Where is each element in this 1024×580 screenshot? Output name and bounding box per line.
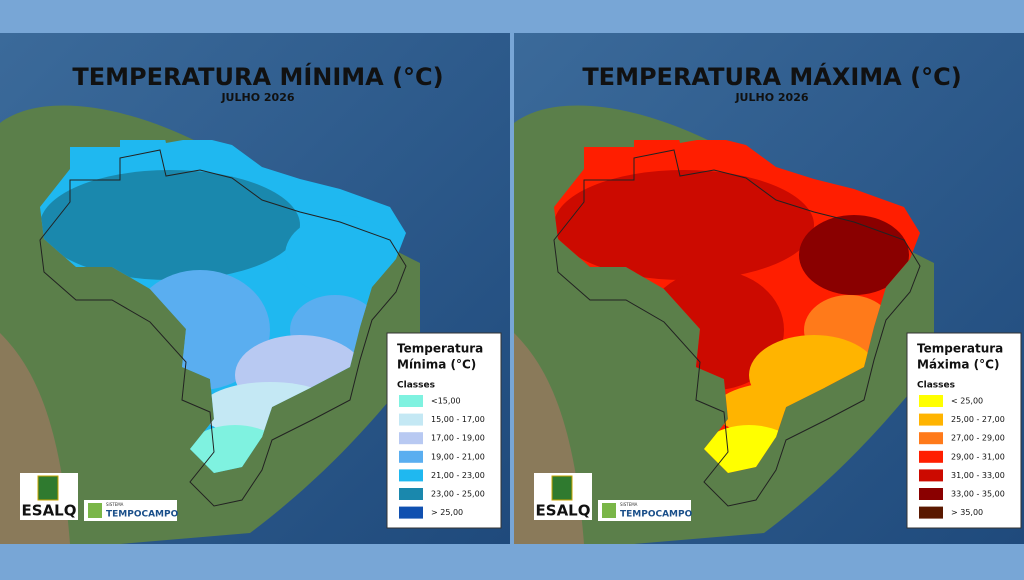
legend-label: 19,00 - 21,00 [431,452,485,461]
legend-swatch [919,469,943,482]
legend-title: Temperatura [917,342,1003,356]
tempocampo-icon [88,503,102,518]
legend-classes: Classes [397,381,435,391]
legend-swatch [919,413,943,426]
legend-swatch [399,506,423,519]
legend-label: > 35,00 [951,508,983,517]
legend-swatch [399,413,423,426]
legend-title: Temperatura [397,342,483,356]
legend-title: Mínima (°C) [397,358,476,372]
legend-label: 25,00 - 27,00 [951,415,1005,424]
legend-classes: Classes [917,381,955,391]
legend-swatch [919,432,943,445]
legend-swatch [399,395,423,407]
tempocampo-system: SISTEMA [106,502,124,507]
tempocampo-system: SISTEMA [620,502,638,507]
legend-label: <15,00 [431,397,461,406]
legend-swatch [919,506,943,519]
map-subtitle: JULHO 2026 [220,91,294,104]
legend-swatch [399,450,423,463]
map-title: TEMPERATURA MÍNIMA (°C) [72,62,443,91]
legend-swatch [919,450,943,463]
map-subtitle: JULHO 2026 [734,91,808,104]
legend-label: 21,00 - 23,00 [431,471,485,480]
esalq-emblem [551,475,573,501]
esalq-text: ESALQ [22,502,77,520]
legend-label: 23,00 - 25,00 [431,490,485,499]
legend-swatch [399,469,423,482]
temperature-zone [285,215,395,295]
map-title: TEMPERATURA MÁXIMA (°C) [582,62,961,91]
legend-label: 29,00 - 31,00 [951,452,1005,461]
esalq-text: ESALQ [536,502,591,520]
tempocampo-logo [598,500,691,521]
legend-label: 17,00 - 19,00 [431,434,485,443]
legend-label: > 25,00 [431,508,463,517]
legend-swatch [919,488,943,500]
legend-label: 33,00 - 35,00 [951,490,1005,499]
temperature-zone [799,215,909,295]
legend-label: < 25,00 [951,397,983,406]
tempocampo-logo [84,500,177,521]
tempocampo-brand: TEMPOCAMPO [620,510,693,520]
legend-swatch [399,488,423,500]
country-border [553,149,921,507]
legend-label: 15,00 - 17,00 [431,415,485,424]
legend-swatch [399,432,423,445]
map-panel: TEMPERATURA MÍNIMA (°C)JULHO 2026 Tempera… [0,33,510,544]
temperature-zone [554,170,814,280]
tempocampo-icon [602,503,616,518]
tempocampo-brand: TEMPOCAMPO [106,510,179,520]
legend-title: Máxima (°C) [917,358,999,372]
legend-swatch [919,395,943,407]
legend-label: 31,00 - 33,00 [951,471,1005,480]
temperature-zone [40,170,300,280]
country-border [39,149,407,507]
esalq-emblem [37,475,59,501]
map-panel: TEMPERATURA MÁXIMA (°C)JULHO 2026 Tempera… [514,33,1024,544]
legend-label: 27,00 - 29,00 [951,434,1005,443]
